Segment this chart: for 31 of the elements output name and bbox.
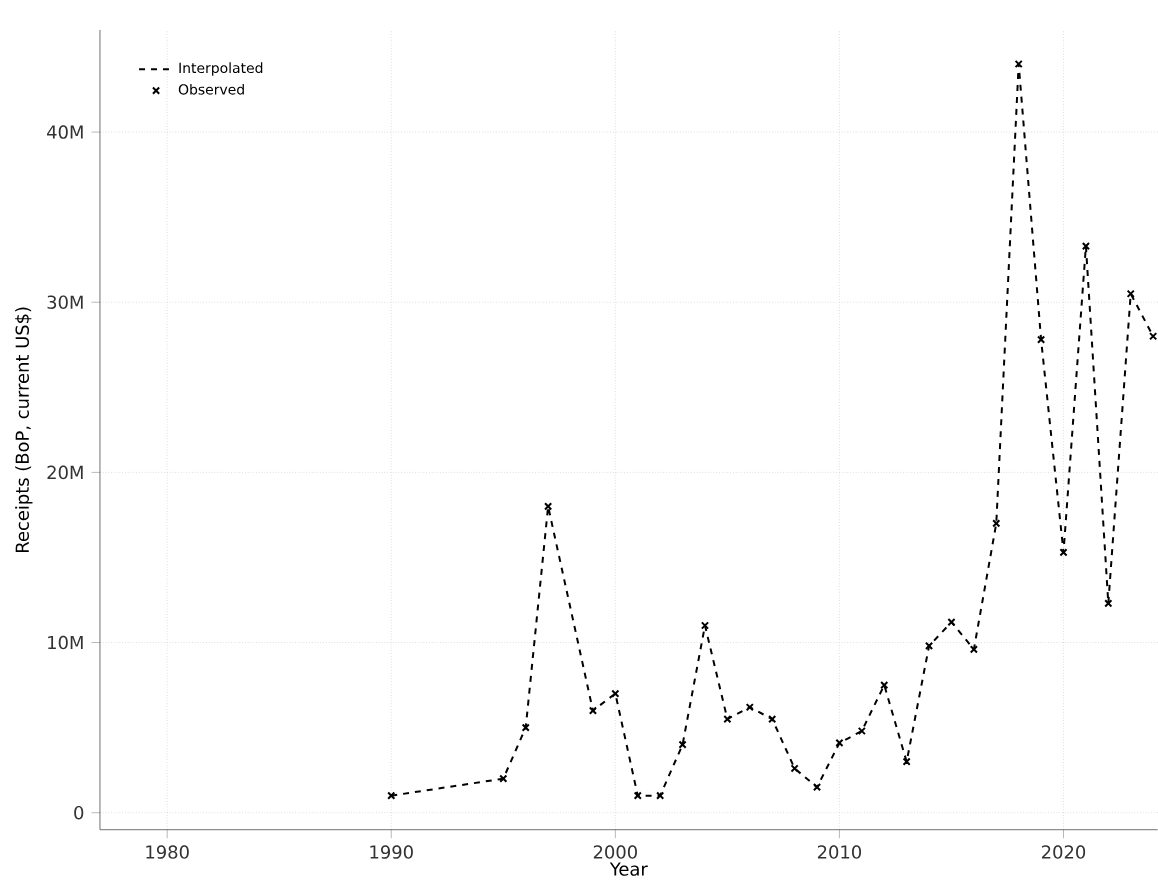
x-tick-label: 2020 [1042,845,1086,859]
y-axis-title: Receipts (BoP, current US$) [15,307,33,553]
point [611,689,620,698]
point [924,641,934,651]
point [902,757,911,766]
point [521,723,530,732]
point [812,783,822,792]
point [880,681,889,690]
point [1149,332,1158,341]
y-tick-label: 0 [74,806,84,820]
point [857,727,866,736]
point [387,791,396,800]
point [1081,242,1091,251]
point [745,703,754,712]
point [1104,599,1113,608]
point [499,774,508,783]
point [768,715,777,724]
point [790,764,799,773]
x-tick-label: 1980 [146,845,189,859]
x-tick-label: 1990 [370,845,413,859]
point [1014,60,1023,69]
y-tick-label: 30M [47,295,83,310]
y-tick-label: 20M [47,465,83,480]
x-axis-title: Year [609,862,648,876]
y-tick-label: 10M [48,635,83,650]
point [1059,548,1068,557]
point [678,740,687,749]
x-tick-label: 2010 [817,845,862,859]
point [992,519,1001,528]
y-tick-label: 40M [47,125,83,140]
x-tick-label: 2000 [593,845,637,859]
